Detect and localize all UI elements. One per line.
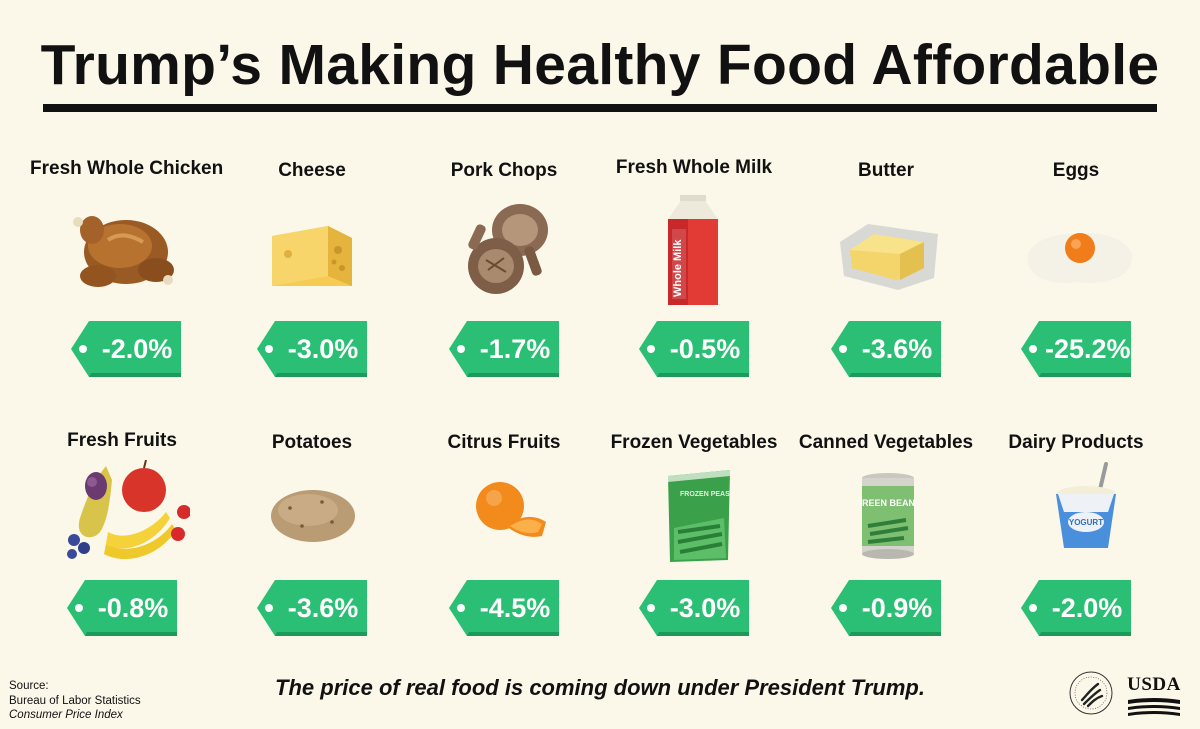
price-change-tag: -3.0% bbox=[637, 580, 749, 636]
price-change-value: -4.5% bbox=[479, 593, 551, 623]
source-note: Source: Bureau of Labor Statistics Consu… bbox=[9, 679, 141, 723]
price-change-tag: -3.0% bbox=[255, 321, 367, 377]
green-beans-can-icon: GREEN BEANS bbox=[860, 473, 916, 559]
item-name: Canned Vegetables bbox=[798, 432, 974, 453]
price-change-tag: -4.5% bbox=[447, 580, 559, 636]
price-change-tag: -25.2% bbox=[1019, 321, 1131, 377]
hhs-seal-icon bbox=[1069, 671, 1113, 715]
item-name: Fresh Fruits bbox=[67, 430, 177, 451]
item-name: Dairy Products bbox=[1008, 432, 1144, 453]
item-name: Potatoes bbox=[271, 432, 353, 453]
price-change-value: -1.7% bbox=[479, 334, 551, 364]
source-heading: Source: bbox=[9, 680, 49, 692]
butter-icon bbox=[840, 224, 938, 290]
price-change-value: -3.0% bbox=[669, 593, 741, 623]
price-change-value: -0.9% bbox=[861, 593, 933, 623]
item-name: Pork Chops bbox=[450, 160, 558, 181]
price-change-value: -2.0% bbox=[101, 334, 173, 364]
price-change-value: -25.2% bbox=[1045, 334, 1131, 364]
source-series: Consumer Price Index bbox=[9, 709, 123, 721]
item-name: Butter bbox=[858, 160, 914, 181]
item-name: Fresh Whole Chicken bbox=[30, 158, 224, 179]
bag-label: FROZEN PEAS bbox=[680, 491, 730, 498]
usda-logo-text: USDA bbox=[1127, 674, 1181, 695]
roast-chicken-icon bbox=[73, 216, 174, 287]
page-title: Trump’s Making Healthy Food Affordable bbox=[40, 33, 1160, 97]
price-change-tag: -0.5% bbox=[637, 321, 749, 377]
fried-egg-icon bbox=[1027, 233, 1133, 284]
price-change-tag: -1.7% bbox=[447, 321, 559, 377]
item-name: Citrus Fruits bbox=[447, 432, 561, 453]
price-change-value: -3.0% bbox=[287, 334, 359, 364]
price-change-value: -3.6% bbox=[861, 334, 933, 364]
price-change-value: -3.6% bbox=[287, 593, 359, 623]
usda-logo: USDA bbox=[1126, 674, 1182, 718]
potato-icon bbox=[271, 490, 355, 542]
cup-label: YOGURT bbox=[1069, 518, 1103, 527]
item-name: Frozen Vegetables bbox=[610, 432, 778, 453]
frozen-peas-bag-icon: FROZEN PEAS bbox=[668, 470, 730, 562]
item-name: Fresh Whole Milk bbox=[615, 157, 773, 178]
milk-carton-icon: Whole Milk bbox=[668, 195, 718, 305]
can-label: GREEN BEANS bbox=[860, 498, 916, 508]
price-change-value: -0.5% bbox=[669, 334, 741, 364]
price-change-tag: -3.6% bbox=[255, 580, 367, 636]
price-change-value: -2.0% bbox=[1051, 593, 1123, 623]
price-change-tag: -0.9% bbox=[829, 580, 941, 636]
cheese-wedge-icon bbox=[272, 226, 352, 286]
fruit-assortment-icon bbox=[67, 460, 190, 560]
usda-field-mark-icon bbox=[1128, 698, 1180, 716]
orange-icon bbox=[476, 482, 546, 537]
price-change-tag: -2.0% bbox=[69, 321, 181, 377]
price-change-value: -0.8% bbox=[97, 593, 169, 623]
item-name: Eggs bbox=[1052, 160, 1100, 181]
pork-chops-icon bbox=[468, 204, 548, 294]
item-name: Cheese bbox=[278, 160, 346, 181]
yogurt-cup-icon: YOGURT bbox=[1056, 462, 1116, 548]
carton-label: Whole Milk bbox=[672, 239, 684, 297]
price-change-tag: -0.8% bbox=[65, 580, 177, 636]
price-change-tag: -2.0% bbox=[1019, 580, 1131, 636]
tagline: The price of real food is coming down un… bbox=[275, 675, 925, 700]
title-underline bbox=[43, 104, 1157, 112]
source-org: Bureau of Labor Statistics bbox=[9, 694, 141, 707]
price-change-tag: -3.6% bbox=[829, 321, 941, 377]
